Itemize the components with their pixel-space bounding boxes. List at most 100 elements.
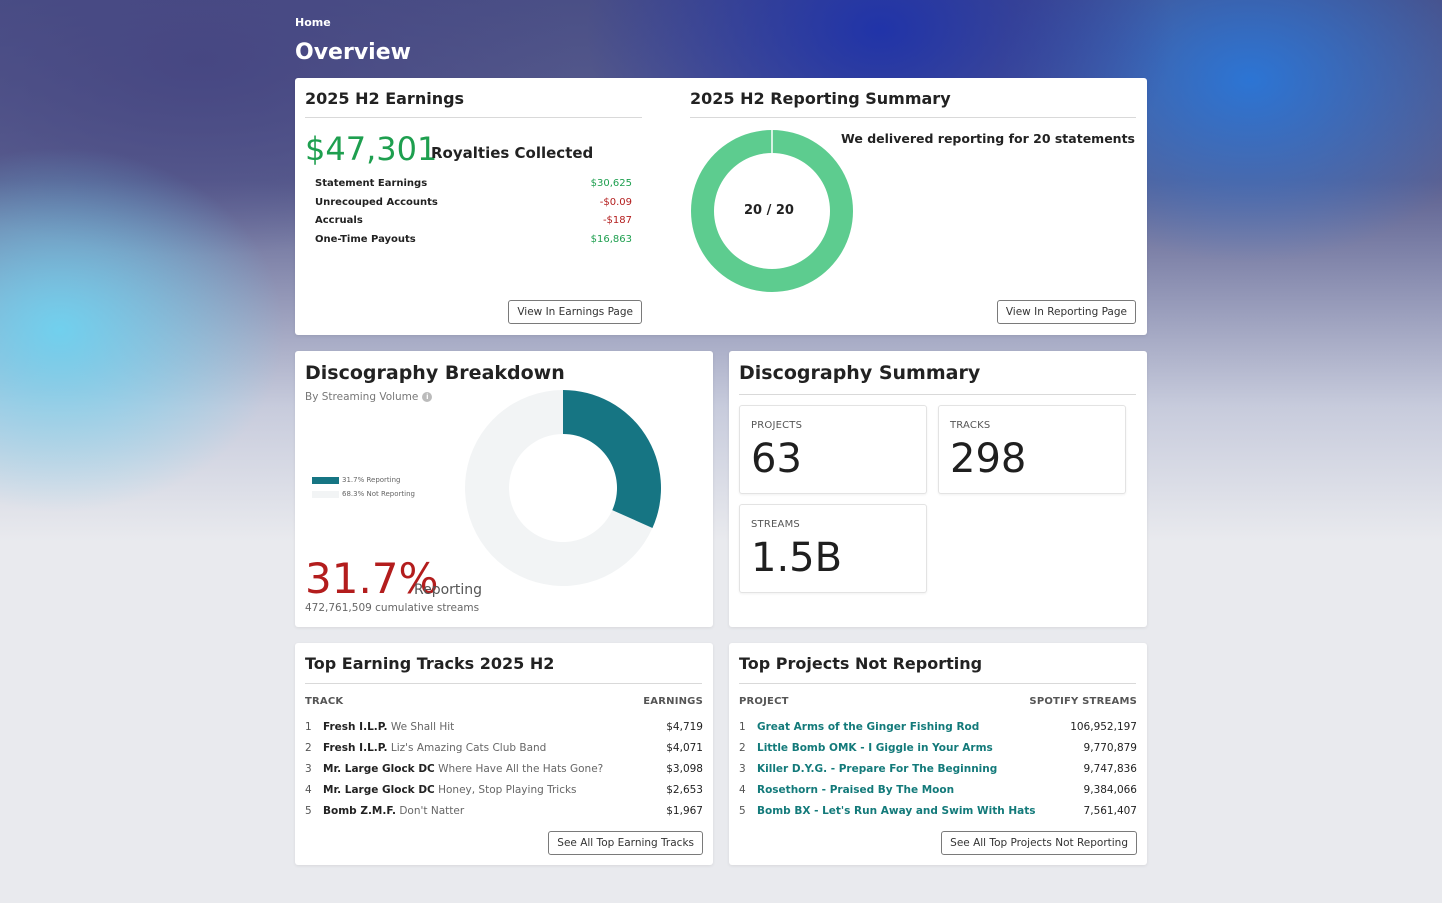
project-row: 3 Killer D.Y.G. - Prepare For The Beginni…: [739, 758, 1137, 779]
track-rank: 4: [305, 783, 312, 796]
track-name: Mr. Large Glock DC Where Have All the Ha…: [323, 763, 666, 775]
page-title: Overview: [295, 40, 411, 65]
projects-title: Top Projects Not Reporting: [739, 654, 983, 673]
legend-label-reporting: 31.7% Reporting: [342, 476, 401, 484]
track-rank: 1: [305, 720, 312, 733]
stat-projects-value: 63: [751, 436, 802, 482]
project-row: 4 Rosethorn - Praised By The Moon 9,384,06…: [739, 779, 1137, 800]
stat-projects-label: PROJECTS: [751, 420, 803, 431]
reporting-percent-label: Reporting: [414, 582, 483, 598]
stat-projects: PROJECTS 63: [739, 405, 927, 494]
tracks-col-earnings: EARNINGS: [643, 696, 703, 707]
project-streams: 9,747,836: [1083, 762, 1137, 775]
project-rank: 1: [739, 720, 746, 733]
projects-col-project: PROJECT: [739, 696, 789, 707]
track-name: Bomb Z.M.F. Don't Natter: [323, 805, 666, 817]
earnings-row: Statement Earnings $30,625: [315, 178, 632, 197]
track-row[interactable]: 3 Mr. Large Glock DC Where Have All the H…: [305, 758, 703, 779]
track-row[interactable]: 4 Mr. Large Glock DC Honey, Stop Playing …: [305, 779, 703, 800]
project-row: 5 Bomb BX - Let's Run Away and Swim With …: [739, 800, 1137, 821]
stat-tracks: TRACKS 298: [938, 405, 1126, 494]
summary-title: Discography Summary: [739, 362, 981, 384]
tracks-title: Top Earning Tracks 2025 H2: [305, 654, 555, 673]
project-link[interactable]: Great Arms of the Ginger Fishing Rod: [757, 720, 980, 733]
see-all-tracks-button[interactable]: See All Top Earning Tracks: [548, 831, 703, 855]
view-reporting-button[interactable]: View In Reporting Page: [996, 300, 1136, 324]
breakdown-donut-segment-reporting: [563, 390, 661, 529]
reporting-text-count: 20 statements: [1033, 131, 1135, 146]
earnings-row-label: Unrecouped Accounts: [315, 196, 438, 208]
earnings-total-label: Royalties Collected: [431, 144, 594, 162]
project-streams: 7,561,407: [1083, 804, 1137, 817]
reporting-summary-text: We delivered reporting for 20 statements: [841, 131, 1135, 146]
track-rank: 2: [305, 741, 312, 754]
reporting-title: 2025 H2 Reporting Summary: [690, 89, 951, 108]
stat-tracks-value: 298: [950, 436, 1027, 482]
legend-swatch-not-reporting: [312, 490, 339, 498]
track-title: We Shall Hit: [390, 720, 455, 733]
top-projects-card: Top Projects Not Reporting PROJECT SPOTI…: [729, 643, 1147, 865]
track-row[interactable]: 5 Bomb Z.M.F. Don't Natter $1,967: [305, 800, 703, 821]
track-row[interactable]: 2 Fresh I.L.P. Liz's Amazing Cats Club Ba…: [305, 737, 703, 758]
breakdown-donut-segment-not-reporting: [465, 390, 653, 586]
earnings-row-value: -$0.09: [599, 196, 632, 208]
track-rank: 3: [305, 762, 312, 775]
earnings-row: One-Time Payouts $16,863: [315, 234, 632, 253]
track-earnings: $4,071: [666, 741, 703, 754]
earnings-row-label: One-Time Payouts: [315, 233, 416, 245]
discography-breakdown-card: Discography Breakdown By Streaming Volum…: [295, 351, 713, 627]
see-all-projects-button[interactable]: See All Top Projects Not Reporting: [941, 831, 1137, 855]
breadcrumb[interactable]: Home: [295, 16, 331, 29]
legend-swatch-reporting: [312, 476, 339, 484]
track-rank: 5: [305, 804, 312, 817]
track-name: Fresh I.L.P. Liz's Amazing Cats Club Ban…: [323, 742, 666, 754]
project-streams: 9,384,066: [1083, 783, 1137, 796]
track-earnings: $2,653: [666, 783, 703, 796]
reporting-section: 2025 H2 Reporting Summary We delivered r…: [680, 78, 1147, 335]
track-artist: Bomb Z.M.F.: [323, 804, 396, 817]
earnings-row-value: $16,863: [590, 233, 632, 245]
earnings-row: Unrecouped Accounts -$0.09: [315, 197, 632, 216]
project-link[interactable]: Killer D.Y.G. - Prepare For The Beginnin…: [757, 762, 998, 775]
info-icon[interactable]: i: [422, 392, 433, 402]
track-artist: Fresh I.L.P.: [323, 741, 388, 754]
breakdown-subtitle: By Streaming Volume i: [305, 391, 433, 403]
track-earnings: $4,719: [666, 720, 703, 733]
stat-streams: STREAMS 1.5B: [739, 504, 927, 593]
reporting-donut-chart: [691, 130, 854, 292]
reporting-divider: [690, 117, 1136, 118]
legend-label-not-reporting: 68.3% Not Reporting: [342, 490, 415, 498]
reporting-percent: 31.7%: [305, 554, 439, 603]
project-rank: 3: [739, 762, 746, 775]
track-title: Don't Natter: [399, 804, 465, 817]
reporting-text-prefix: We delivered reporting for: [841, 131, 1034, 146]
stat-streams-value: 1.5B: [751, 535, 843, 581]
view-earnings-button[interactable]: View In Earnings Page: [508, 300, 642, 324]
cumulative-streams: 472,761,509 cumulative streams: [305, 602, 480, 614]
legend-not-reporting: 68.3% Not Reporting: [312, 490, 415, 498]
discography-summary-card: Discography Summary PROJECTS 63 TRACKS 2…: [729, 351, 1147, 627]
project-streams: 9,770,879: [1083, 741, 1137, 754]
track-name: Mr. Large Glock DC Honey, Stop Playing T…: [323, 784, 666, 796]
earnings-row: Accruals -$187: [315, 215, 632, 234]
legend-reporting: 31.7% Reporting: [312, 476, 401, 484]
summary-divider: [739, 394, 1136, 395]
track-row[interactable]: 1 Fresh I.L.P. We Shall Hit $4,719: [305, 716, 703, 737]
projects-table-header: PROJECT SPOTIFY STREAMS: [739, 696, 1137, 707]
stat-tracks-label: TRACKS: [950, 420, 991, 431]
earnings-section: 2025 H2 Earnings $47,301 Royalties Colle…: [295, 78, 642, 335]
project-link[interactable]: Little Bomb OMK - I Giggle in Your Arms: [757, 741, 993, 754]
track-artist: Mr. Large Glock DC: [323, 783, 435, 796]
earnings-breakdown: Statement Earnings $30,625 Unrecouped Acco…: [315, 178, 632, 252]
project-link[interactable]: Bomb BX - Let's Run Away and Swim With H…: [757, 804, 1036, 817]
track-title: Where Have All the Hats Gone?: [438, 762, 604, 775]
project-link[interactable]: Rosethorn - Praised By The Moon: [757, 783, 955, 796]
earnings-divider: [305, 117, 642, 118]
project-streams: 106,952,197: [1070, 720, 1137, 733]
projects-divider: [739, 683, 1136, 684]
projects-table-body: 1 Great Arms of the Ginger Fishing Rod 106…: [739, 716, 1137, 821]
track-title: Honey, Stop Playing Tricks: [438, 783, 577, 796]
projects-col-streams: SPOTIFY STREAMS: [1029, 696, 1137, 707]
project-rank: 4: [739, 783, 746, 796]
earnings-reporting-card: 2025 H2 Earnings $47,301 Royalties Colle…: [295, 78, 1147, 335]
